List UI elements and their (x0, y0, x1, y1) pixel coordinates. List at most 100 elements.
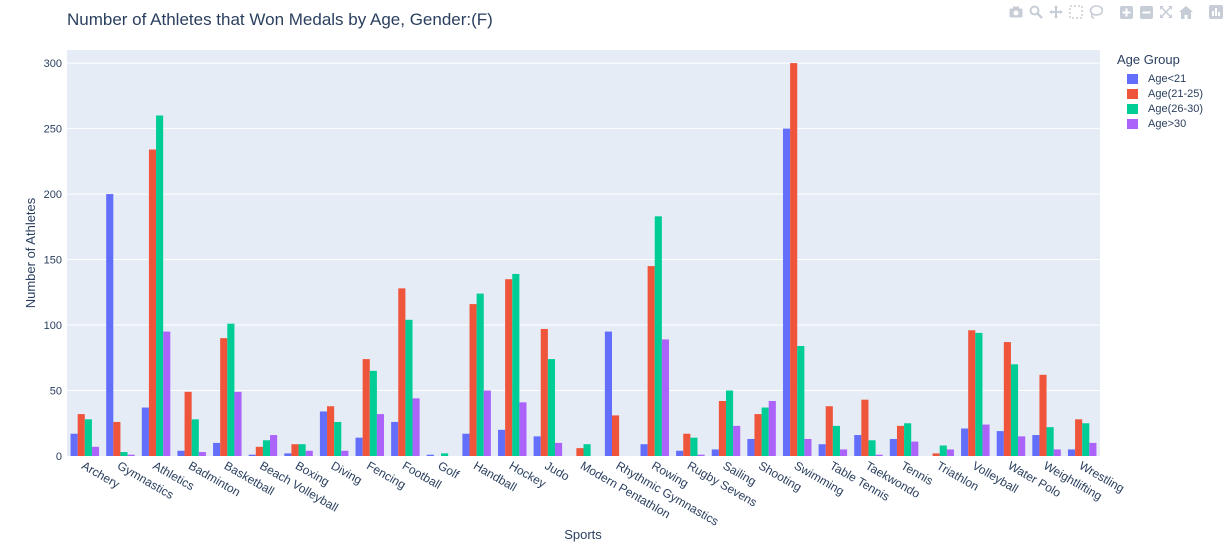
bar-gymnastics-series-1[interactable] (106, 194, 114, 456)
bar-golf-series-3[interactable] (441, 453, 449, 456)
bar-rowing-series-2[interactable] (647, 266, 655, 456)
bar-boxing-series-4[interactable] (305, 450, 313, 456)
bar-taekwondo-series-2[interactable] (861, 399, 869, 456)
bar-table-tennis-series-1[interactable] (818, 444, 826, 456)
bar-archery-series-3[interactable] (84, 419, 92, 456)
bar-football-series-3[interactable] (405, 319, 413, 456)
bar-modern-pentathlon-series-2[interactable] (576, 448, 584, 456)
bar-beach-volleyball-series-4[interactable] (270, 435, 278, 456)
legend-item[interactable]: Age(21-25) (1117, 86, 1203, 101)
bar-judo-series-3[interactable] (547, 359, 556, 456)
bar-fencing-series-3[interactable] (369, 370, 377, 456)
bar-rugby-sevens-series-2[interactable] (683, 433, 691, 456)
bar-volleyball-series-1[interactable] (961, 428, 969, 456)
bar-athletics-series-2[interactable] (148, 149, 157, 457)
bar-diving-series-2[interactable] (327, 406, 335, 456)
bar-rowing-series-1[interactable] (640, 444, 648, 456)
bar-judo-series-1[interactable] (533, 436, 541, 456)
bar-golf-series-1[interactable] (426, 454, 434, 456)
bar-hockey-series-1[interactable] (498, 429, 506, 456)
bar-judo-series-4[interactable] (555, 442, 563, 456)
bar-rhythmic-gymnastics-series-1[interactable] (604, 331, 612, 456)
bar-archery-series-1[interactable] (70, 433, 78, 456)
bar-wrestling-series-2[interactable] (1075, 419, 1083, 456)
bar-diving-series-4[interactable] (341, 450, 349, 456)
bar-shooting-series-3[interactable] (761, 407, 769, 456)
bar-handball-series-1[interactable] (462, 433, 470, 456)
bar-sailing-series-1[interactable] (711, 449, 719, 456)
bar-taekwondo-series-1[interactable] (854, 435, 862, 456)
bar-basketball-series-1[interactable] (213, 442, 221, 456)
bar-gymnastics-series-2[interactable] (113, 421, 121, 456)
bar-fencing-series-2[interactable] (362, 359, 370, 456)
bar-volleyball-series-2[interactable] (968, 330, 976, 456)
autoscale-icon[interactable] (1158, 4, 1174, 20)
bar-volleyball-series-3[interactable] (975, 332, 983, 456)
bar-handball-series-4[interactable] (483, 390, 491, 456)
bar-tennis-series-3[interactable] (904, 423, 912, 456)
bar-swimming-series-4[interactable] (804, 438, 812, 456)
bar-sailing-series-4[interactable] (733, 425, 741, 456)
zoom-icon[interactable] (1028, 4, 1044, 20)
bar-athletics-series-3[interactable] (156, 115, 164, 456)
bar-hockey-series-2[interactable] (505, 279, 513, 456)
bar-wrestling-series-4[interactable] (1089, 442, 1097, 456)
bar-swimming-series-2[interactable] (790, 63, 798, 457)
bar-tennis-series-4[interactable] (911, 441, 919, 456)
bar-rhythmic-gymnastics-series-2[interactable] (611, 415, 620, 456)
bar-boxing-series-1[interactable] (284, 453, 292, 456)
bar-beach-volleyball-series-1[interactable] (248, 454, 256, 456)
bar-weightlifting-series-4[interactable] (1053, 449, 1061, 456)
bar-basketball-series-4[interactable] (234, 391, 242, 456)
bar-handball-series-2[interactable] (469, 304, 477, 456)
bar-football-series-2[interactable] (398, 288, 406, 456)
bar-swimming-series-1[interactable] (782, 128, 791, 457)
bar-badminton-series-1[interactable] (177, 450, 185, 456)
bar-diving-series-1[interactable] (319, 411, 328, 456)
bar-sailing-series-3[interactable] (725, 390, 734, 456)
bar-water-polo-series-3[interactable] (1010, 364, 1019, 456)
bar-basketball-series-3[interactable] (227, 323, 235, 456)
bar-table-tennis-series-3[interactable] (832, 425, 840, 456)
bar-basketball-series-2[interactable] (220, 338, 228, 456)
bar-tennis-series-2[interactable] (896, 425, 905, 456)
bar-football-series-1[interactable] (391, 421, 399, 456)
bar-swimming-series-3[interactable] (797, 345, 805, 456)
pan-icon[interactable] (1048, 4, 1064, 20)
legend-item[interactable]: Age>30 (1117, 116, 1203, 131)
bar-hockey-series-3[interactable] (512, 273, 520, 456)
bar-football-series-4[interactable] (412, 398, 420, 456)
camera-icon[interactable] (1008, 4, 1024, 20)
bar-wrestling-series-3[interactable] (1082, 423, 1090, 456)
bar-rugby-sevens-series-4[interactable] (697, 454, 705, 456)
zoom-out-icon[interactable] (1138, 4, 1154, 20)
bar-wrestling-series-1[interactable] (1067, 449, 1076, 456)
bar-weightlifting-series-1[interactable] (1032, 435, 1040, 456)
box-select-icon[interactable] (1068, 4, 1084, 20)
lasso-select-icon[interactable] (1088, 4, 1104, 20)
reset-axes-icon[interactable] (1178, 4, 1194, 20)
bar-taekwondo-series-4[interactable] (875, 454, 883, 456)
bar-triathlon-series-3[interactable] (939, 445, 947, 456)
bar-water-polo-series-1[interactable] (996, 431, 1004, 456)
bar-boxing-series-2[interactable] (291, 444, 299, 456)
zoom-in-icon[interactable] (1118, 4, 1134, 20)
bar-badminton-series-3[interactable] (191, 419, 199, 456)
bar-boxing-series-3[interactable] (298, 444, 306, 456)
bar-beach-volleyball-series-3[interactable] (262, 440, 271, 456)
bar-archery-series-2[interactable] (77, 414, 85, 456)
bar-triathlon-series-4[interactable] (946, 449, 954, 456)
bar-beach-volleyball-series-2[interactable] (255, 446, 263, 456)
legend-item[interactable]: Age<21 (1117, 71, 1203, 86)
bar-gymnastics-series-3[interactable] (120, 452, 128, 456)
bar-judo-series-2[interactable] (540, 328, 548, 456)
bar-gymnastics-series-4[interactable] (127, 454, 135, 456)
bar-diving-series-3[interactable] (334, 421, 342, 456)
bar-shooting-series-1[interactable] (747, 438, 755, 456)
bar-badminton-series-2[interactable] (184, 391, 192, 456)
bar-rowing-series-3[interactable] (654, 216, 662, 456)
bar-triathlon-series-2[interactable] (932, 453, 940, 456)
bar-weightlifting-series-3[interactable] (1046, 427, 1054, 456)
bar-table-tennis-series-2[interactable] (825, 406, 833, 456)
bar-water-polo-series-4[interactable] (1018, 436, 1026, 456)
